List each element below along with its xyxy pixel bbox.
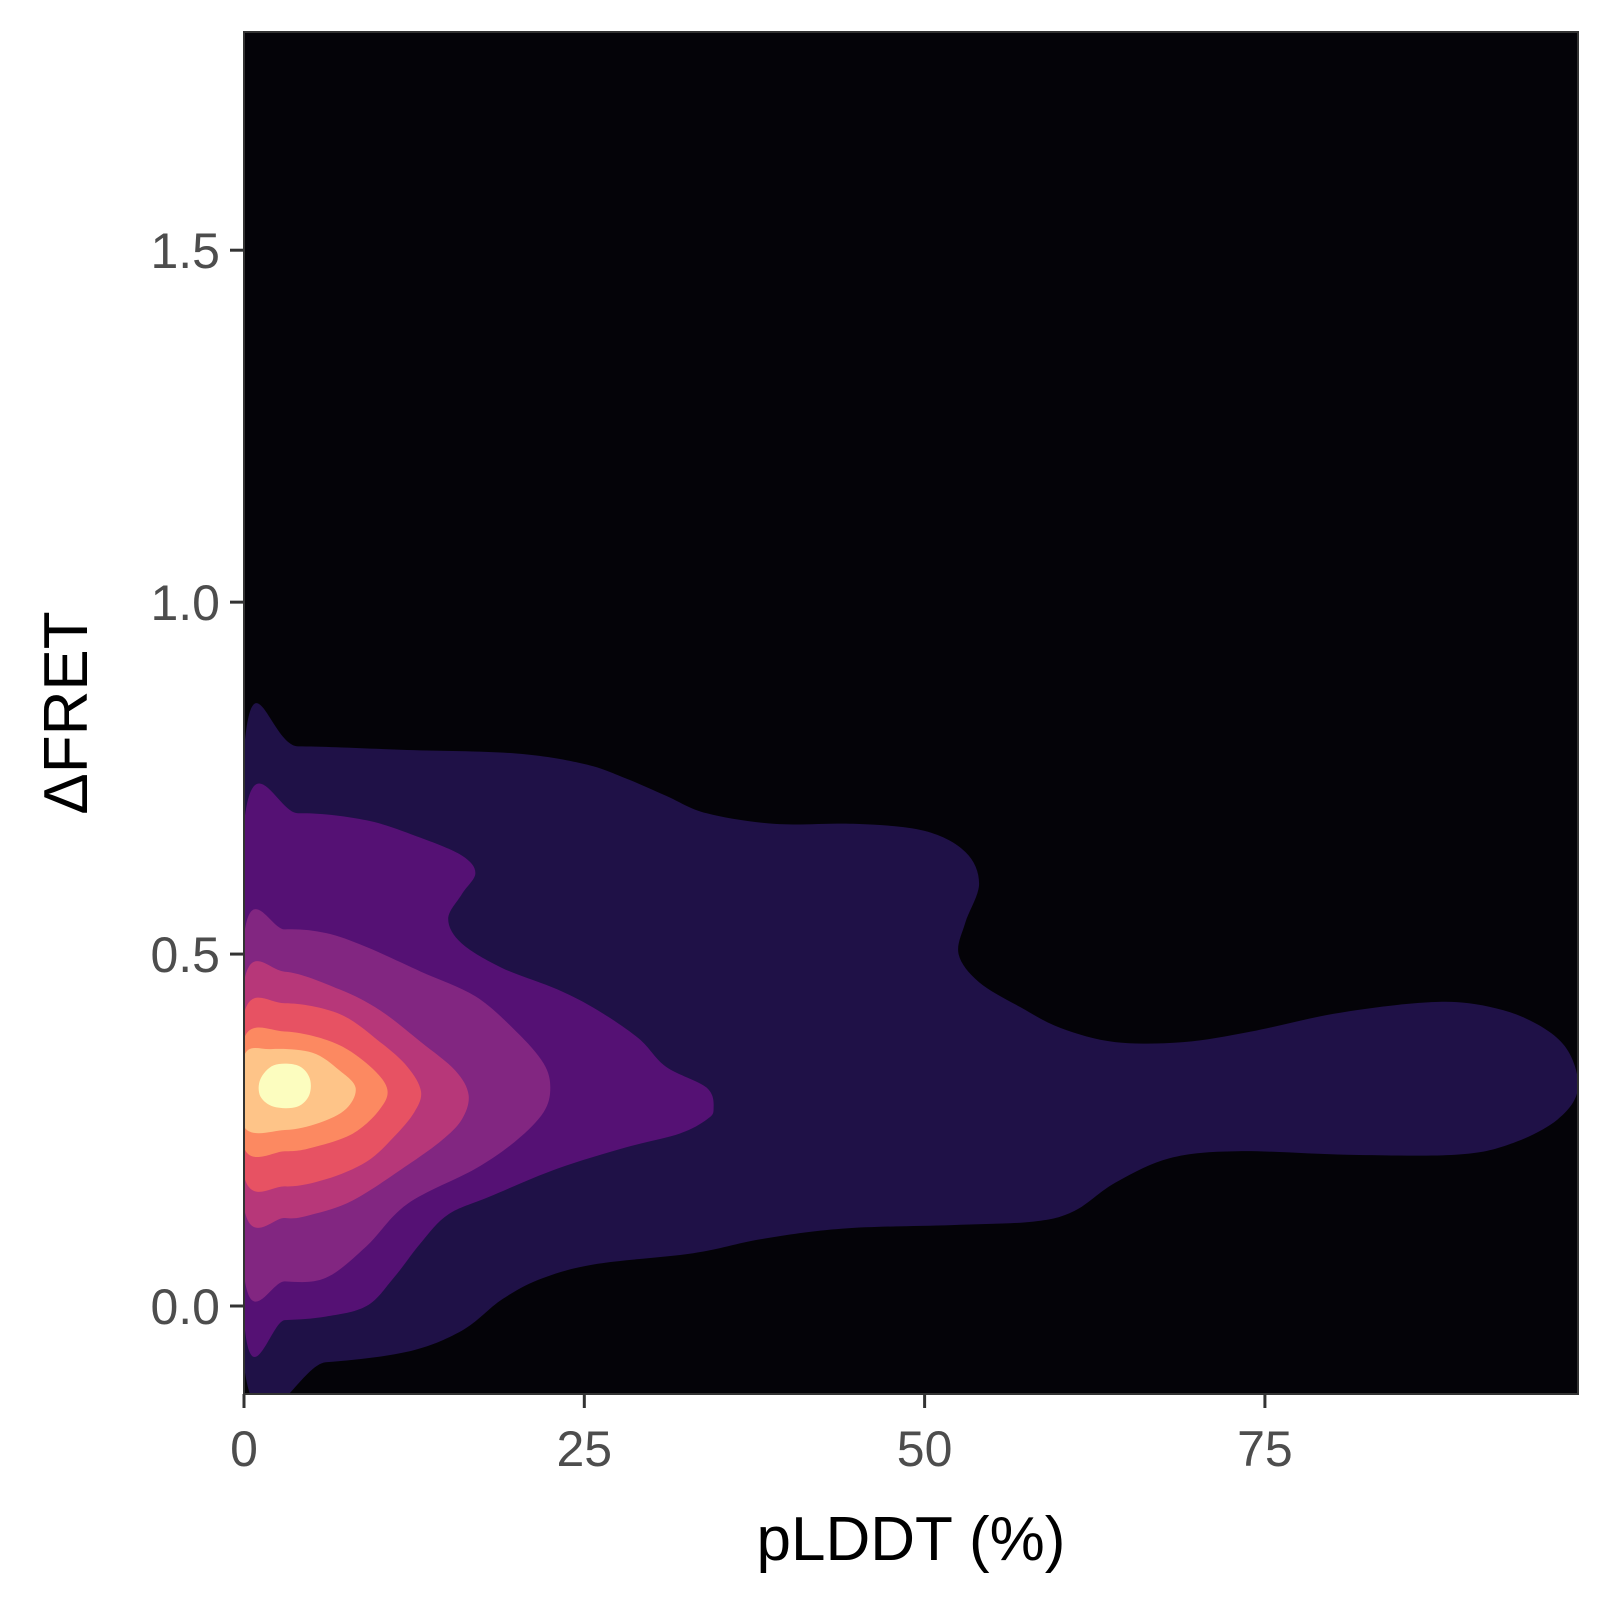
y-tick-label: 1.0 <box>150 575 220 631</box>
contour-level-1 <box>244 703 1578 1394</box>
x-axis-title: pLDDT (%) <box>757 1505 1066 1574</box>
y-tick-label: 0.5 <box>150 927 220 983</box>
x-tick-label: 75 <box>1237 1421 1293 1477</box>
x-tick-label: 25 <box>556 1421 612 1477</box>
contour-level-8 <box>258 1063 311 1109</box>
y-tick-label: 0.0 <box>150 1279 220 1335</box>
x-axis: 0 25 50 75 <box>230 1394 1293 1477</box>
y-tick-label: 1.5 <box>150 223 220 279</box>
contour-layers <box>244 703 1578 1394</box>
y-axis: 0.0 0.5 1.0 1.5 <box>150 223 244 1335</box>
plot-border <box>243 31 1579 1395</box>
x-tick-label: 50 <box>897 1421 953 1477</box>
x-tick-label: 0 <box>230 1421 258 1477</box>
y-axis-title: ΔFRET <box>32 611 101 814</box>
